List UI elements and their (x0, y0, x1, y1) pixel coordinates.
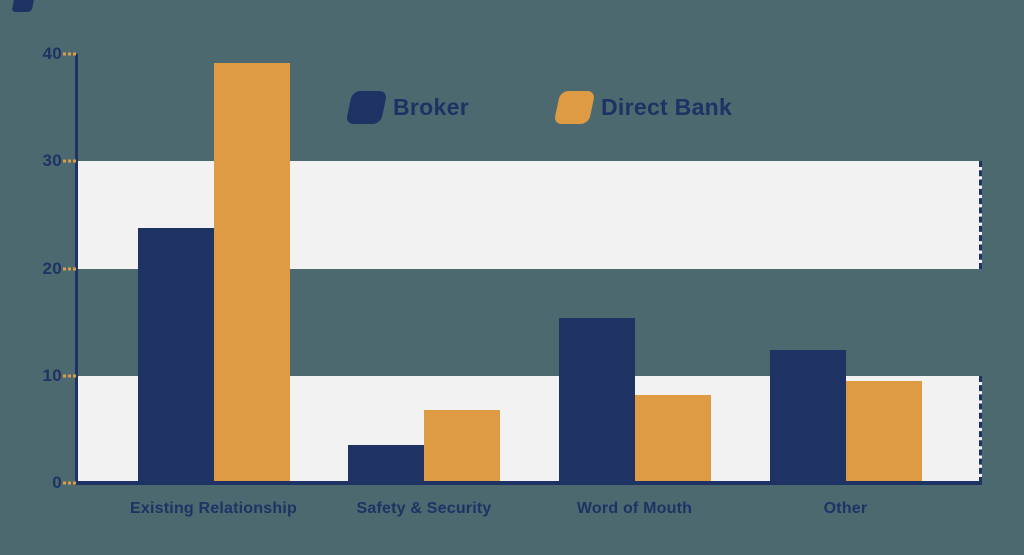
legend-swatch-broker-icon (345, 91, 388, 124)
y-tick-dash-icon (63, 159, 76, 163)
bar-broker (558, 317, 635, 483)
category-label: Existing Relationship (130, 500, 297, 517)
y-tick-label: 20 (42, 258, 62, 278)
bar-direct-bank (845, 381, 922, 483)
y-axis-line (75, 54, 78, 485)
corner-decoration (11, 0, 37, 12)
y-tick-dash-icon (63, 481, 76, 485)
y-tick-dash-icon (63, 374, 76, 378)
legend-swatch-direct-bank-icon (553, 91, 596, 124)
bar-broker (769, 350, 846, 483)
bar-broker (137, 227, 214, 483)
y-tick-label: 10 (42, 365, 62, 385)
y-tick-label: 30 (42, 151, 62, 171)
y-tick-dash-icon (63, 52, 76, 56)
legend-label-broker: Broker (393, 94, 469, 120)
legend-label-direct-bank: Direct Bank (601, 94, 733, 120)
category-label: Safety & Security (356, 500, 492, 517)
y-tick-label: 0 (52, 473, 62, 492)
bar-broker (348, 445, 424, 483)
category-label: Other (823, 500, 868, 517)
y-tick-label: 40 (42, 44, 62, 63)
bar-direct-bank (213, 62, 290, 483)
legend-item-direct-bank: Direct Bank (553, 91, 733, 124)
bar-direct-bank (424, 410, 500, 483)
y-tick-dash-icon (63, 267, 76, 270)
category-label: Word of Mouth (576, 500, 693, 517)
x-axis-line (75, 481, 982, 485)
bar-direct-bank (634, 395, 711, 483)
legend-item-broker: Broker (345, 91, 469, 124)
